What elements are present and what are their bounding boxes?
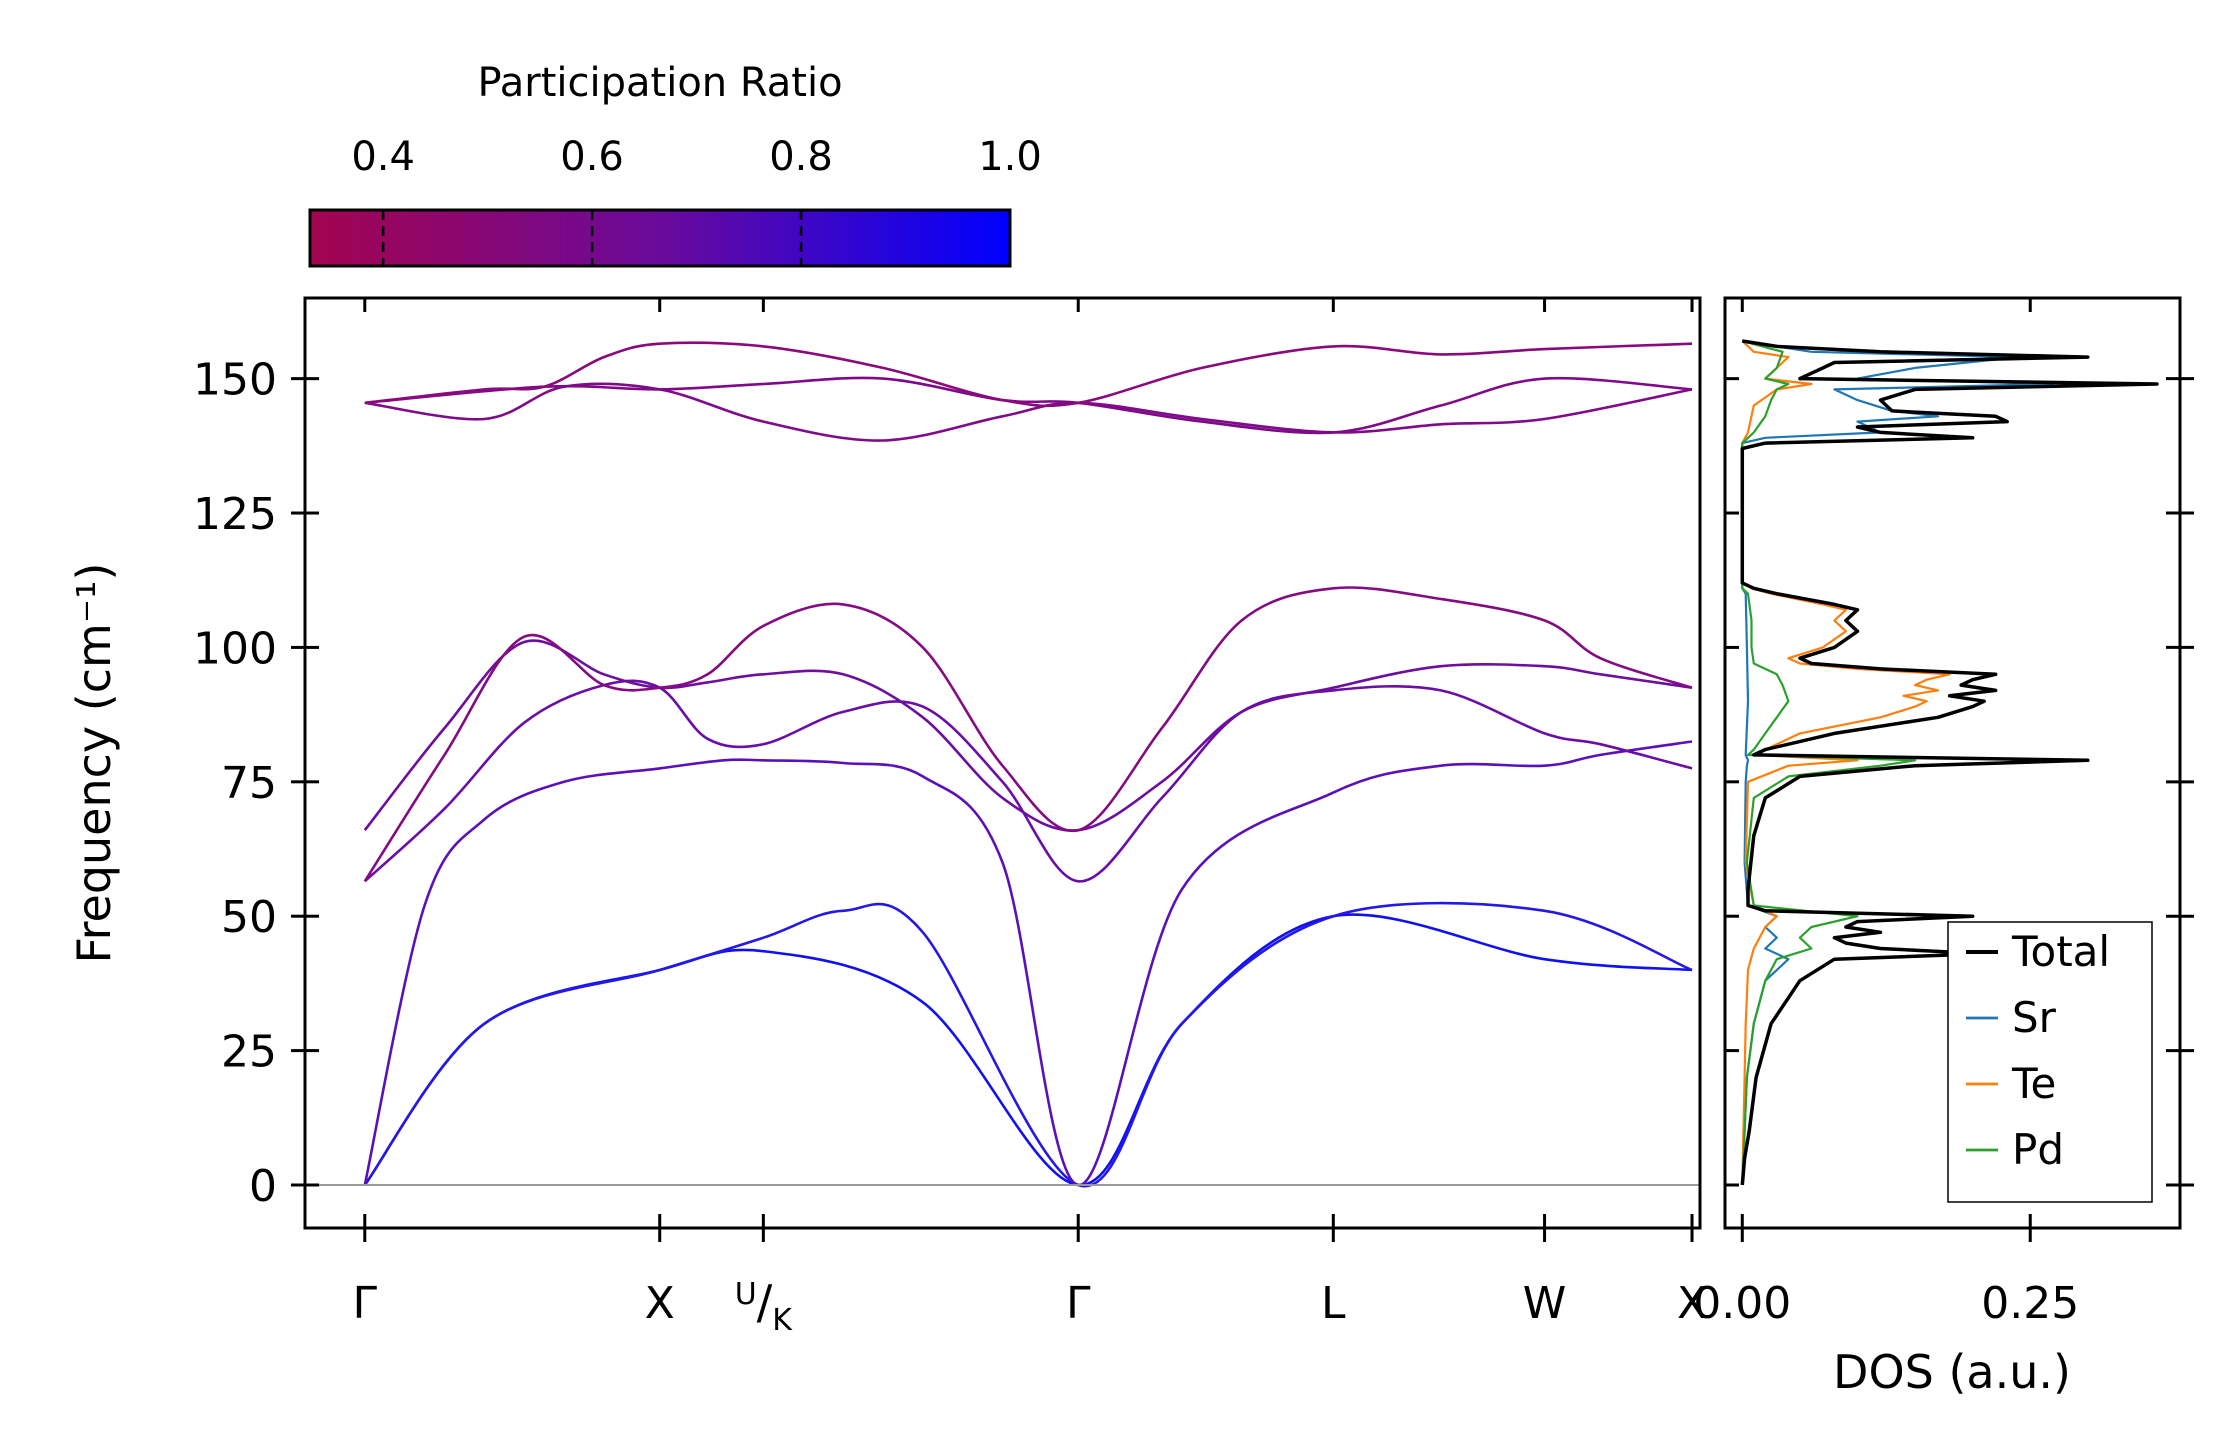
legend-items: Total Sr Te Pd <box>1966 927 2110 1174</box>
dos-lines <box>1740 339 2159 1186</box>
dos-panel: 0.00 0.25 DOS (a.u.) Total Sr Te Pd <box>1693 296 2194 1399</box>
colorbar-tick-label: 1.0 <box>978 134 1042 180</box>
legend: Total Sr Te Pd <box>1947 921 2153 1203</box>
y-tick-label: 100 <box>193 623 277 674</box>
band-acoustic-3 <box>363 740 1693 1187</box>
x-tick-label: Γ <box>353 1278 378 1329</box>
x-tick-label: Γ <box>1066 1278 1091 1329</box>
dos-y-ticks <box>1725 377 2194 1187</box>
dos-x-tick-label: 0.25 <box>1981 1278 2079 1329</box>
x-tick-label: X <box>1677 1278 1707 1329</box>
legend-box <box>1947 921 2153 1203</box>
dos-line-sr <box>1741 339 2055 1186</box>
x-tick-label: W <box>1523 1278 1567 1329</box>
colorbar: Participation Ratio 0.4 0.6 0.8 1.0 <box>308 60 1042 268</box>
band-optical-6 <box>364 341 1693 408</box>
y-tick-label: 0 <box>249 1161 277 1212</box>
colorbar-title: Participation Ratio <box>477 60 842 106</box>
x-tick-label: X <box>645 1278 675 1329</box>
x-tick-label: U/K <box>735 1275 793 1338</box>
y-tick-label: 25 <box>221 1027 277 1078</box>
dos-x-tick-label: 0.00 <box>1693 1278 1791 1329</box>
colorbar-ticks: 0.4 0.6 0.8 1.0 <box>351 134 1042 266</box>
colorbar-tick-label: 0.4 <box>351 134 415 180</box>
band-lines <box>363 341 1693 1188</box>
band-axes-frame <box>303 296 1702 1230</box>
legend-label-te: Te <box>2011 1059 2056 1108</box>
band-y-ticks: 0 25 50 75 100 125 150 <box>193 355 319 1212</box>
dos-axes-frame <box>1723 296 2182 1230</box>
dos-x-axis-label: DOS (a.u.) <box>1833 1345 2071 1399</box>
y-tick-label: 150 <box>193 355 277 406</box>
band-optical-4 <box>364 382 1693 442</box>
x-tick-label: L <box>1321 1278 1346 1329</box>
dos-line-total <box>1740 339 2159 1186</box>
legend-label-pd: Pd <box>2012 1125 2064 1174</box>
dos-line-pd <box>1741 339 1917 1186</box>
legend-label-sr: Sr <box>2012 993 2057 1042</box>
band-optical-3 <box>363 586 1693 882</box>
y-tick-label: 50 <box>221 892 277 943</box>
dos-line-te <box>1741 340 1951 1186</box>
band-optical-1 <box>363 679 1693 883</box>
band-x-ticks: Γ X U/K Γ L W X <box>353 298 1707 1338</box>
band-acoustic-2 <box>363 901 1693 1188</box>
colorbar-gradient <box>308 208 1012 268</box>
band-optical-5 <box>364 376 1693 435</box>
y-tick-label: 125 <box>193 489 277 540</box>
band-acoustic-1 <box>363 913 1693 1187</box>
legend-label-total: Total <box>2011 927 2110 976</box>
colorbar-tick-label: 0.6 <box>560 134 624 180</box>
band-optical-2 <box>363 639 1693 832</box>
y-tick-label: 75 <box>221 758 277 809</box>
y-axis-label: Frequency (cm⁻¹) <box>67 563 121 964</box>
band-structure-panel: 0 25 50 75 100 125 150 Γ X U/K Γ L W X Frequency (cm… <box>67 296 1707 1338</box>
dos-x-ticks: 0.00 0.25 <box>1693 298 2079 1329</box>
colorbar-tick-label: 0.8 <box>769 134 833 180</box>
